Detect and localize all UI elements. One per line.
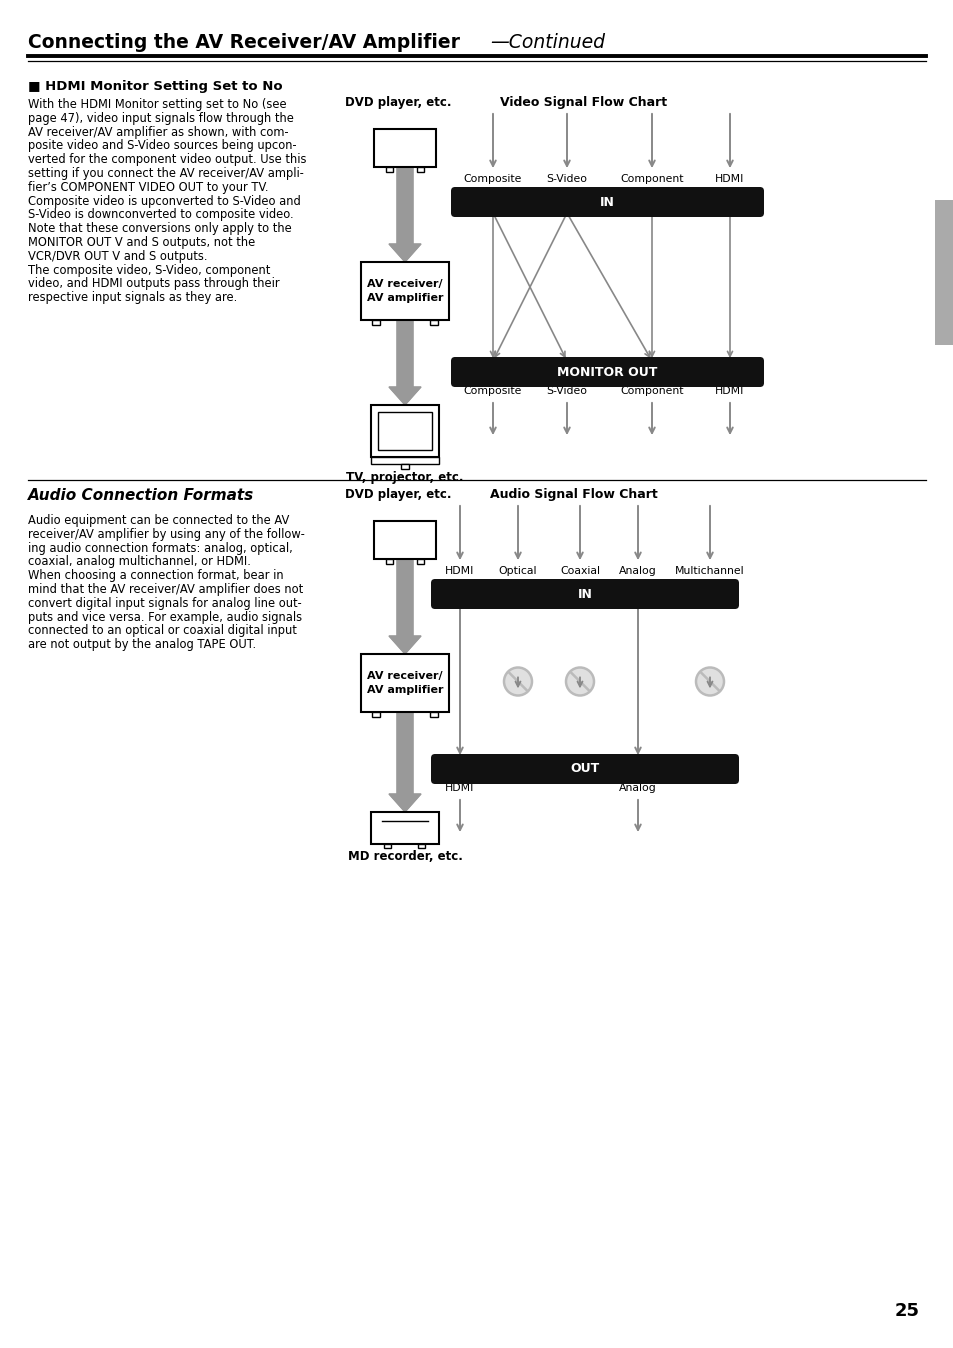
Text: HDMI: HDMI <box>445 566 475 576</box>
FancyBboxPatch shape <box>431 754 739 785</box>
Text: DVD player, etc.: DVD player, etc. <box>345 96 451 109</box>
Text: Composite video is upconverted to S-Video and: Composite video is upconverted to S-Vide… <box>28 194 300 208</box>
Text: Composite: Composite <box>463 174 521 183</box>
FancyBboxPatch shape <box>451 187 763 217</box>
Bar <box>386 559 393 563</box>
Bar <box>372 712 379 717</box>
Bar <box>371 811 438 844</box>
Text: Coaxial: Coaxial <box>559 566 599 576</box>
Text: Optical: Optical <box>498 566 537 576</box>
Bar <box>384 844 391 848</box>
Text: convert digital input signals for analog line out-: convert digital input signals for analog… <box>28 597 301 609</box>
Bar <box>372 319 379 325</box>
Text: receiver/AV amplifier by using any of the follow-: receiver/AV amplifier by using any of th… <box>28 528 305 541</box>
Text: VCR/DVR OUT V and S outputs.: VCR/DVR OUT V and S outputs. <box>28 249 208 263</box>
Text: TV, projector, etc.: TV, projector, etc. <box>346 470 463 484</box>
Text: connected to an optical or coaxial digital input: connected to an optical or coaxial digit… <box>28 624 296 638</box>
Text: HDMI: HDMI <box>715 386 744 396</box>
Text: respective input signals as they are.: respective input signals as they are. <box>28 291 237 305</box>
Text: fier’s COMPONENT VIDEO OUT to your TV.: fier’s COMPONENT VIDEO OUT to your TV. <box>28 181 268 194</box>
Text: OUT: OUT <box>570 763 599 775</box>
Text: HDMI: HDMI <box>445 783 475 793</box>
Bar <box>377 412 432 450</box>
FancyBboxPatch shape <box>451 357 763 387</box>
Text: Component: Component <box>619 174 683 183</box>
Text: ing audio connection formats: analog, optical,: ing audio connection formats: analog, op… <box>28 542 293 554</box>
Text: MONITOR OUT V and S outputs, not the: MONITOR OUT V and S outputs, not the <box>28 236 255 249</box>
Text: When choosing a connection format, bear in: When choosing a connection format, bear … <box>28 569 283 582</box>
Circle shape <box>565 667 594 696</box>
Text: HDMI: HDMI <box>715 174 744 183</box>
Bar <box>371 404 438 457</box>
Text: ■ HDMI Monitor Setting Set to No: ■ HDMI Monitor Setting Set to No <box>28 80 282 93</box>
Text: Audio equipment can be connected to the AV: Audio equipment can be connected to the … <box>28 514 289 527</box>
Text: AV amplifier: AV amplifier <box>366 293 443 303</box>
Bar <box>386 167 393 173</box>
Text: Multichannel: Multichannel <box>675 566 744 576</box>
Text: Analog: Analog <box>618 783 657 793</box>
Bar <box>360 654 449 712</box>
Bar <box>374 520 436 559</box>
Text: AV amplifier: AV amplifier <box>366 685 443 696</box>
Text: coaxial, analog multichannel, or HDMI.: coaxial, analog multichannel, or HDMI. <box>28 555 251 569</box>
Text: AV receiver/: AV receiver/ <box>367 279 442 288</box>
Text: S-Video: S-Video <box>546 386 587 396</box>
Text: The composite video, S-Video, component: The composite video, S-Video, component <box>28 264 270 276</box>
Bar <box>400 464 409 469</box>
Circle shape <box>503 667 532 696</box>
Bar <box>360 262 449 319</box>
Bar <box>934 200 953 345</box>
Text: page 47), video input signals flow through the: page 47), video input signals flow throu… <box>28 112 294 125</box>
Polygon shape <box>389 319 420 404</box>
Polygon shape <box>389 712 420 811</box>
Text: AV receiver/AV amplifier as shown, with com-: AV receiver/AV amplifier as shown, with … <box>28 125 289 139</box>
Text: IN: IN <box>577 588 592 600</box>
Polygon shape <box>389 167 420 262</box>
Bar <box>416 167 423 173</box>
Bar <box>374 129 436 167</box>
Text: 25: 25 <box>894 1302 919 1320</box>
Text: puts and vice versa. For example, audio signals: puts and vice versa. For example, audio … <box>28 611 302 624</box>
Text: video, and HDMI outputs pass through their: video, and HDMI outputs pass through the… <box>28 278 279 290</box>
Text: MD recorder, etc.: MD recorder, etc. <box>347 851 462 863</box>
Text: Audio Signal Flow Chart: Audio Signal Flow Chart <box>490 488 657 501</box>
Bar <box>430 319 437 325</box>
Bar <box>418 844 425 848</box>
Text: are not output by the analog TAPE OUT.: are not output by the analog TAPE OUT. <box>28 638 255 651</box>
Text: Video Signal Flow Chart: Video Signal Flow Chart <box>499 96 666 109</box>
Bar <box>371 457 438 464</box>
Bar <box>430 712 437 717</box>
Text: Composite: Composite <box>463 386 521 396</box>
Text: With the HDMI Monitor setting set to No (see: With the HDMI Monitor setting set to No … <box>28 98 286 111</box>
Bar <box>416 559 423 563</box>
Text: mind that the AV receiver/AV amplifier does not: mind that the AV receiver/AV amplifier d… <box>28 582 303 596</box>
Text: Connecting the AV Receiver/AV Amplifier: Connecting the AV Receiver/AV Amplifier <box>28 32 459 51</box>
Text: S-Video is downconverted to composite video.: S-Video is downconverted to composite vi… <box>28 209 294 221</box>
Polygon shape <box>389 559 420 654</box>
Text: Component: Component <box>619 386 683 396</box>
Text: —Continued: —Continued <box>490 32 604 51</box>
Circle shape <box>696 667 723 696</box>
Text: verted for the component video output. Use this: verted for the component video output. U… <box>28 154 306 166</box>
Text: S-Video: S-Video <box>546 174 587 183</box>
Text: Note that these conversions only apply to the: Note that these conversions only apply t… <box>28 222 292 235</box>
Text: Audio Connection Formats: Audio Connection Formats <box>28 488 254 503</box>
Text: AV receiver/: AV receiver/ <box>367 671 442 681</box>
Text: MONITOR OUT: MONITOR OUT <box>557 365 657 379</box>
Text: setting if you connect the AV receiver/AV ampli-: setting if you connect the AV receiver/A… <box>28 167 304 181</box>
Text: IN: IN <box>599 195 615 209</box>
Text: Analog: Analog <box>618 566 657 576</box>
Text: posite video and S-Video sources being upcon-: posite video and S-Video sources being u… <box>28 139 296 152</box>
FancyBboxPatch shape <box>431 580 739 609</box>
Text: DVD player, etc.: DVD player, etc. <box>345 488 451 501</box>
